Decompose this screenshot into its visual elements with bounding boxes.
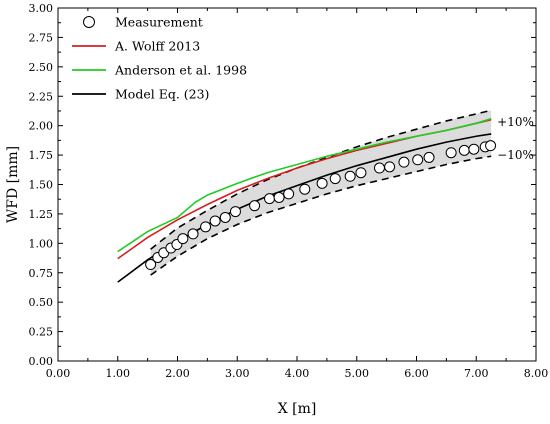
x-tick-label: 2.00	[165, 367, 190, 380]
tolerance-band	[150, 110, 492, 276]
y-tick-label: 2.75	[29, 31, 54, 44]
measurement-point	[398, 156, 410, 168]
measurement-point	[229, 206, 241, 218]
measurement-point	[445, 147, 457, 159]
legend-label: Model Eq. (23)	[115, 87, 209, 102]
measurement-point	[209, 215, 221, 227]
legend-label: Anderson et al. 1998	[114, 63, 247, 78]
dashed-bound-line-5	[150, 155, 492, 276]
y-tick-label: 1.00	[29, 237, 54, 250]
y-tick-label: 2.00	[29, 120, 54, 133]
dashed-bound-line-4	[150, 109, 492, 250]
measurement-point	[299, 183, 311, 195]
y-tick-label: 0.75	[29, 267, 54, 280]
measurement-points-layer	[145, 140, 497, 271]
legend-label: Measurement	[115, 15, 203, 30]
x-tick-label: 7.00	[464, 367, 489, 380]
y-tick-label: 0.25	[29, 326, 54, 339]
y-tick-label: 2.25	[29, 90, 54, 103]
y-tick-label: 3.00	[29, 2, 54, 15]
x-tick-label: 8.00	[524, 367, 549, 380]
percent-annotation: +10%	[497, 115, 534, 129]
percent-annotation: −10%	[497, 148, 534, 162]
x-axis-title: X [m]	[278, 401, 317, 417]
y-tick-label: 1.25	[29, 208, 54, 221]
x-tick-label: 1.00	[106, 367, 131, 380]
x-tick-label: 5.00	[345, 367, 370, 380]
annotations-layer: +10% −10%	[497, 115, 534, 162]
measurement-point	[344, 170, 356, 182]
measurement-point	[485, 140, 497, 152]
measurement-point	[423, 151, 435, 163]
y-tick-label: 1.75	[29, 149, 54, 162]
legend: Measurement A. Wolff 2013 Anderson et al. …	[72, 15, 247, 102]
x-tick-label: 0.00	[46, 367, 71, 380]
measurement-point	[249, 200, 261, 212]
y-tick-label: 2.50	[29, 61, 54, 74]
measurement-point	[373, 162, 385, 174]
y-axis-title: WFD [mm]	[5, 146, 21, 223]
measurement-point	[468, 143, 480, 155]
y-tick-label: 0.00	[29, 355, 54, 368]
measurement-point	[458, 144, 470, 156]
legend-label: A. Wolff 2013	[114, 39, 200, 54]
measurement-point	[384, 161, 396, 173]
y-tick-label: 0.50	[29, 296, 54, 309]
measurement-point	[283, 188, 295, 200]
x-tick-label: 6.00	[404, 367, 429, 380]
measurement-point	[412, 154, 424, 166]
series-line-2	[117, 117, 492, 253]
legend-marker-measurement	[83, 16, 95, 28]
measurement-point	[177, 233, 189, 245]
y-tick-label: 1.50	[29, 179, 54, 192]
measurement-point	[145, 259, 157, 271]
x-tick-label: 3.00	[225, 367, 250, 380]
measurement-point	[200, 221, 212, 233]
measurement-point	[329, 173, 341, 185]
measurement-point	[264, 193, 276, 205]
tolerance-band-layer	[150, 110, 492, 276]
axes-layer: 0.00 1.00 2.00 3.00 4.00 5.00 6.00 7.00 8.00 0.00…	[5, 2, 548, 417]
measurement-point	[316, 177, 328, 189]
measurement-point	[187, 228, 199, 240]
measurement-point	[355, 167, 367, 179]
measurement-point	[273, 191, 285, 203]
x-tick-label: 4.00	[285, 367, 310, 380]
measurement-point	[219, 211, 231, 223]
